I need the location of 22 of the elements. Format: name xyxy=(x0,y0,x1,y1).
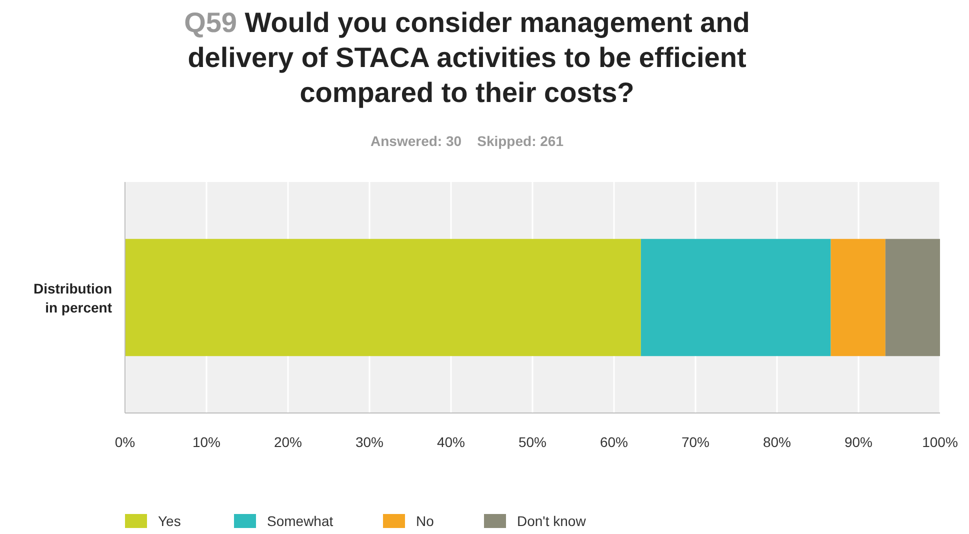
bar xyxy=(885,238,940,356)
legend-label: No xyxy=(416,513,434,529)
legend-label: Yes xyxy=(158,513,181,529)
x-tick-label: 0% xyxy=(114,434,136,450)
y-tick-label: Distribution in percent xyxy=(33,280,112,316)
x-tick-label: 60% xyxy=(600,434,628,450)
bar xyxy=(125,238,641,356)
x-tick-label: 30% xyxy=(355,434,384,450)
chart-subtitle: Answered: 30 Skipped: 261 xyxy=(370,133,564,149)
x-tick-label: 70% xyxy=(681,434,710,450)
legend-label: Somewhat xyxy=(267,513,334,529)
bar xyxy=(830,238,886,356)
x-tick-label: 80% xyxy=(762,434,792,450)
x-tick-label: 40% xyxy=(436,434,466,450)
legend-label: Don't know xyxy=(517,513,587,529)
x-tick-label: 90% xyxy=(844,434,873,450)
bar xyxy=(640,238,831,356)
x-tick-label: 20% xyxy=(274,434,302,450)
chart-title: Q59 Would you consider management and delivery of STACA activities to be efficient compared to their costs? xyxy=(184,7,750,108)
x-tick-label: 100% xyxy=(922,434,958,450)
x-tick-label: 50% xyxy=(518,434,547,450)
x-tick-label: 10% xyxy=(192,434,221,450)
